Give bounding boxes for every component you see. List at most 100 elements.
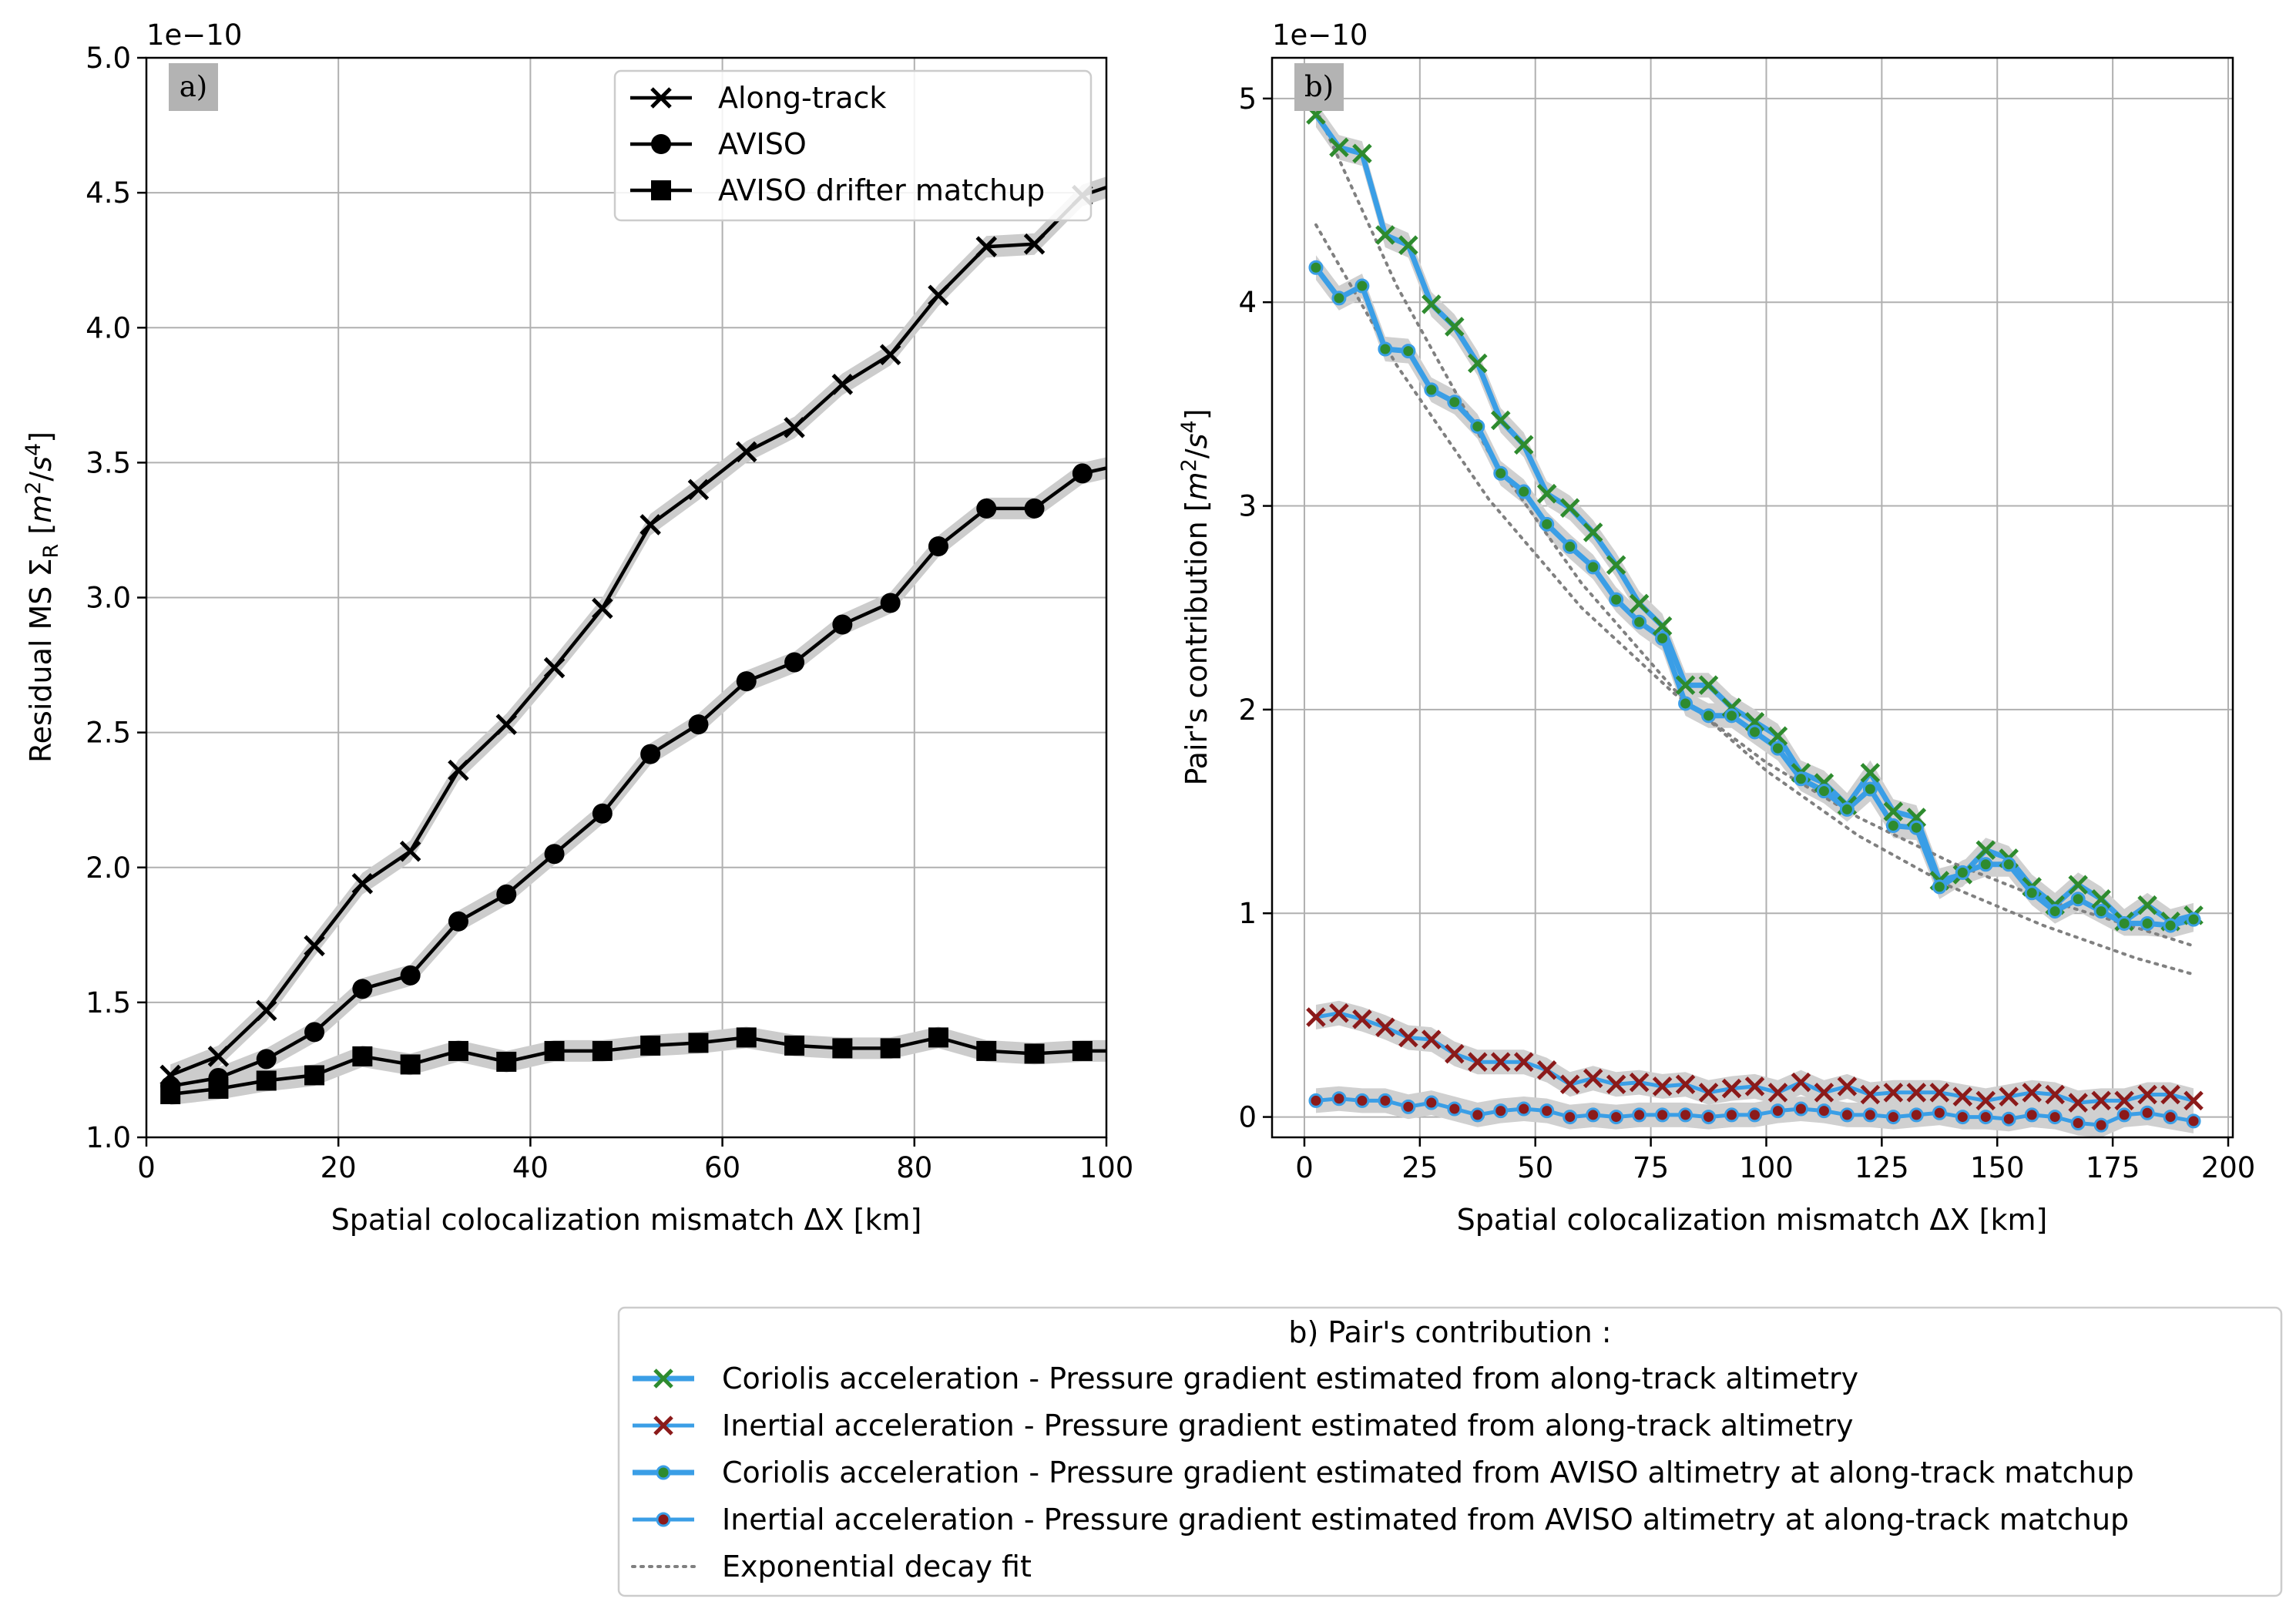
panel-b-point <box>2116 915 2132 931</box>
panel-b-point <box>1513 1052 1534 1072</box>
panel-b-point <box>1908 820 1924 835</box>
panel-b-point <box>1978 857 1993 872</box>
panel-b-point <box>2093 1117 2109 1133</box>
panel-b-point <box>2163 1110 2178 1125</box>
panel-b-point <box>2024 885 2039 901</box>
panel-a-point <box>352 979 373 999</box>
panel-b-xtick-label: 75 <box>1633 1151 1669 1184</box>
panel-a-error-bands <box>170 176 1106 1105</box>
panel-b-point <box>2091 1090 2111 1111</box>
panel-b-point <box>1932 879 1947 895</box>
panel-a-xlabel: Spatial colocalization mismatch ΔX [km] <box>331 1203 922 1237</box>
panel-a-point <box>352 1046 373 1066</box>
panel-b-ytick-label: 0 <box>1238 1101 1257 1134</box>
panel-b-point <box>1770 1103 1785 1119</box>
panel-b-point <box>2140 915 2155 931</box>
panel-b-legend-label: Inertial acceleration - Pressure gradien… <box>722 1503 2129 1536</box>
panel-b-point <box>1609 592 1624 607</box>
panel-b-point <box>1354 1093 1370 1108</box>
panel-a-point <box>544 844 565 865</box>
panel-b-line-0 <box>1314 113 2194 925</box>
panel-b-point <box>2186 1113 2201 1129</box>
panel-b-point <box>2093 904 2109 919</box>
panel-b-point <box>1929 1083 1950 1103</box>
panel-a-point <box>1024 1043 1045 1064</box>
panel-b-point <box>1586 1107 1601 1123</box>
panel-b-band-1 <box>1316 1000 2194 1116</box>
panel-b-legend-marker <box>656 1512 671 1527</box>
panel-b-point <box>1675 675 1696 695</box>
panel-a-point <box>448 1040 468 1061</box>
panel-b-legend-label: Inertial acceleration - Pressure gradien… <box>722 1409 1854 1442</box>
panel-b-point <box>2137 1084 2157 1105</box>
panel-a-point <box>639 514 661 536</box>
panel-b-point <box>1955 865 1970 880</box>
panel-b-band-2 <box>1316 255 2194 939</box>
panel-b-point <box>1586 559 1601 575</box>
panel-a-xtick-label: 100 <box>1079 1151 1134 1184</box>
panel-b-point <box>1744 1076 1765 1096</box>
panel-b-point <box>1678 696 1693 711</box>
panel-b-point <box>2001 1111 2016 1127</box>
panel-a-tag: a) <box>180 70 208 103</box>
panel-b-point <box>1908 1107 1924 1123</box>
panel-b-point <box>1721 1078 1742 1099</box>
panel-b-point <box>2116 1107 2132 1123</box>
panel-b-ylabel: Pair's contribution [m2/s4] <box>1177 408 1213 785</box>
panel-b-band-0 <box>1316 102 2194 934</box>
panel-a-point <box>544 1040 565 1061</box>
panel-b-point <box>1445 317 1465 337</box>
panel-a-point <box>928 536 948 556</box>
panel-b-point <box>1329 137 1349 158</box>
panel-b-xtick-label: 100 <box>1739 1151 1794 1184</box>
panel-b-point <box>1701 1110 1717 1125</box>
panel-b-legend-label: Exponential decay fit <box>722 1550 1032 1583</box>
panel-b-point <box>2047 1110 2063 1125</box>
panel-b-point <box>1862 1107 1878 1123</box>
panel-b-point <box>1862 781 1878 797</box>
panel-b-point <box>1422 1029 1442 1049</box>
panel-a-legend-box <box>613 69 1093 222</box>
panel-a-point <box>1023 233 1046 255</box>
panel-a-point <box>832 1038 853 1059</box>
panel-b-point <box>2068 1093 2088 1113</box>
panel-b-ytick-label: 1 <box>1238 897 1257 930</box>
panel-a-point <box>928 1027 948 1048</box>
panel-b-point <box>1609 1110 1624 1125</box>
panel-b-point <box>1331 290 1347 306</box>
panel-b-point <box>1516 1101 1532 1117</box>
panel-b-point <box>1583 522 1603 542</box>
panel-b-point <box>1629 593 1650 614</box>
panel-a-legend-label: AVISO drifter matchup <box>718 173 1045 207</box>
panel-b-fit-line-1 <box>1314 223 2195 948</box>
panel-b-ytick-label: 2 <box>1238 693 1257 727</box>
panel-b-point <box>2184 1090 2204 1111</box>
panel-b-point <box>1839 801 1855 817</box>
panel-b-series-lines <box>1314 107 2195 1127</box>
panel-a-ytick-label: 4.5 <box>86 176 131 210</box>
panel-b-legend-label: Coriolis acceleration - Pressure gradien… <box>722 1456 2134 1489</box>
panel-b-point <box>1955 1110 1970 1125</box>
panel-a-point <box>735 441 757 463</box>
panel-a-ytick-label: 5.0 <box>86 42 131 75</box>
panel-b-point <box>1701 708 1717 724</box>
panel-b-ytick-label: 5 <box>1238 82 1257 116</box>
panel-b-point <box>1493 465 1509 481</box>
panel-b-point <box>1468 1052 1488 1072</box>
panel-a-point <box>784 652 805 673</box>
panel-b-point <box>1352 1009 1372 1029</box>
panel-b-point <box>1490 1052 1511 1072</box>
panel-b-point <box>1698 675 1719 695</box>
panel-b-point <box>1932 1105 1947 1120</box>
panel-b-xtick-label: 175 <box>2086 1151 2140 1184</box>
panel-b-point <box>1422 294 1442 314</box>
panel-b-xtick-label: 0 <box>1295 1151 1314 1184</box>
panel-a: 0 20 40 60 80 1001.01.52.02.53.03.54.04.55.0 … <box>22 18 1134 1237</box>
panel-b-legend-marker <box>656 1465 671 1480</box>
panel-a-point <box>880 593 901 613</box>
panel-b-point <box>2070 1115 2086 1130</box>
panel-b-point <box>1883 801 1904 821</box>
panel-b-point <box>1883 1083 1904 1103</box>
panel-b-point <box>1678 1107 1693 1123</box>
panel-a-xtick-label: 80 <box>896 1151 932 1184</box>
